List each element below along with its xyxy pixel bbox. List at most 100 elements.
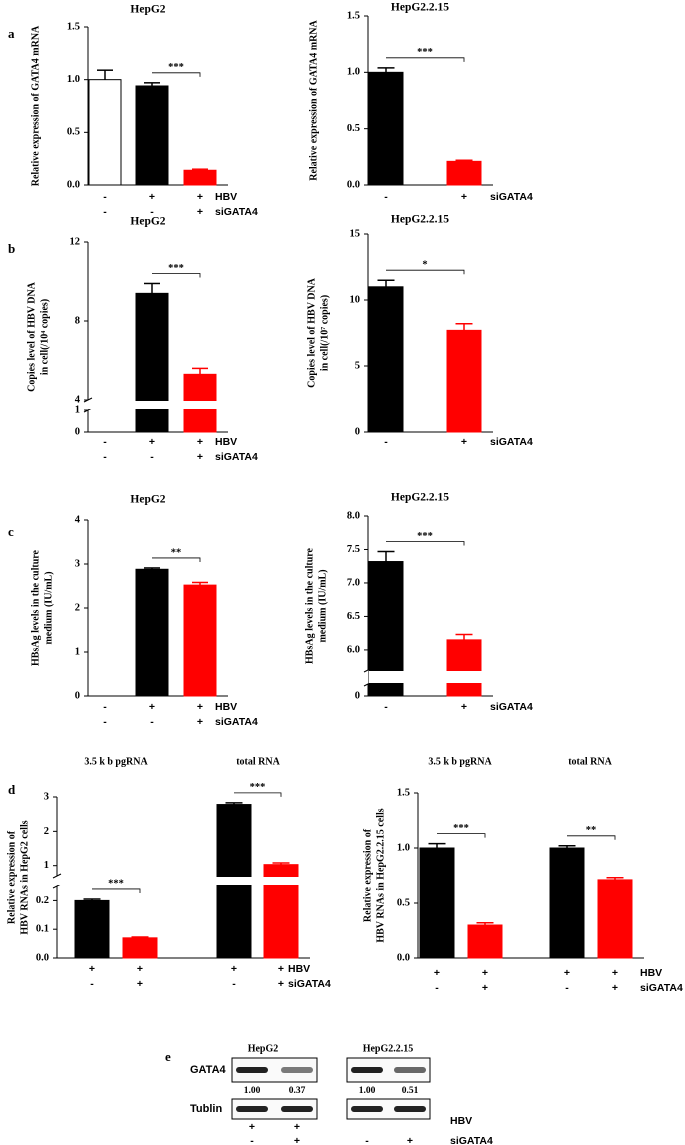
condition-mark: + bbox=[231, 963, 237, 975]
group-label: 3.5 k b pgRNA bbox=[84, 756, 148, 767]
significance-bracket bbox=[152, 273, 201, 278]
condition-mark: - bbox=[103, 206, 107, 218]
condition-mark: + bbox=[407, 1135, 413, 1145]
blot-band bbox=[351, 1067, 383, 1073]
panel-label: a bbox=[8, 26, 15, 41]
condition-mark: - bbox=[250, 1135, 254, 1145]
condition-name: HBV bbox=[450, 1115, 472, 1127]
condition-mark: - bbox=[232, 978, 236, 990]
y-axis-label: Relative expression of GATA4 mRNA bbox=[308, 19, 319, 180]
group-label: 3.5 k b pgRNA bbox=[428, 756, 492, 767]
significance-label: * bbox=[422, 260, 427, 271]
y-axis-label: Relative expression of bbox=[6, 830, 17, 924]
condition-name: siGATA4 bbox=[490, 191, 533, 203]
y-axis-label: in cell(/10⁴ copies) bbox=[39, 299, 50, 375]
y-tick-label: 6.5 bbox=[347, 611, 360, 622]
break-gap bbox=[89, 401, 229, 409]
bar bbox=[446, 329, 482, 433]
axis-break bbox=[52, 873, 62, 879]
condition-mark: + bbox=[197, 451, 203, 463]
condition-mark: + bbox=[197, 701, 203, 713]
condition-mark: + bbox=[137, 978, 143, 990]
condition-mark: - bbox=[90, 978, 94, 990]
condition-mark: - bbox=[384, 436, 388, 448]
y-axis-label: medium (IU/mL) bbox=[43, 571, 54, 644]
blot-box bbox=[231, 1098, 318, 1120]
y-tick-label: 10 bbox=[350, 294, 361, 305]
condition-mark: + bbox=[612, 982, 618, 994]
y-tick-label: 0 bbox=[355, 426, 360, 437]
y-tick-label: 0.0 bbox=[36, 952, 49, 963]
blot-band bbox=[394, 1067, 426, 1073]
blot-value-label: 0.37 bbox=[289, 1086, 306, 1096]
significance-bracket bbox=[386, 57, 465, 62]
y-tick-label: 0 bbox=[75, 690, 80, 701]
group-label: total RNA bbox=[568, 756, 612, 767]
condition-mark: + bbox=[197, 191, 203, 203]
y-tick-label: 3 bbox=[44, 791, 49, 802]
chart-title: HepG2 bbox=[130, 494, 165, 506]
condition-name: siGATA4 bbox=[215, 716, 258, 728]
panel-label: b bbox=[8, 241, 15, 256]
significance-bracket bbox=[437, 833, 486, 838]
y-tick-label: 8 bbox=[75, 315, 80, 326]
significance-label: ** bbox=[171, 547, 182, 558]
significance-bracket bbox=[152, 72, 201, 77]
condition-mark: - bbox=[150, 206, 154, 218]
y-tick-label: 8.0 bbox=[347, 510, 360, 521]
condition-name: HBV bbox=[215, 191, 237, 203]
y-tick-label: 5 bbox=[355, 360, 360, 371]
panel-label: c bbox=[8, 524, 14, 539]
blot-band bbox=[351, 1106, 383, 1112]
y-tick-label: 2 bbox=[44, 826, 49, 837]
condition-mark: + bbox=[149, 191, 155, 203]
bar bbox=[135, 85, 169, 186]
condition-mark: + bbox=[137, 963, 143, 975]
condition-mark: + bbox=[461, 191, 467, 203]
bar bbox=[549, 847, 585, 959]
blot-band bbox=[281, 1106, 313, 1112]
significance-bracket bbox=[567, 835, 616, 840]
y-axis-label: HBsAg levels in the culture bbox=[304, 547, 315, 663]
y-tick-label: 0.5 bbox=[397, 897, 410, 908]
significance-bracket bbox=[92, 888, 141, 893]
y-tick-label: 1.5 bbox=[397, 787, 410, 798]
condition-name: HBV bbox=[215, 701, 237, 713]
condition-mark: + bbox=[294, 1121, 300, 1133]
significance-label: *** bbox=[417, 531, 433, 542]
blot-row-label: Tublin bbox=[190, 1103, 222, 1115]
chart-title: HepG2 bbox=[130, 216, 165, 228]
condition-mark: - bbox=[384, 701, 388, 713]
significance-bracket bbox=[152, 557, 201, 562]
significance-label: *** bbox=[453, 823, 469, 834]
condition-mark: + bbox=[461, 436, 467, 448]
y-tick-label: 4 bbox=[75, 394, 81, 405]
bar bbox=[446, 639, 482, 697]
bar bbox=[183, 584, 217, 697]
bar bbox=[135, 292, 169, 433]
y-axis-label: Relative expression of GATA4 mRNA bbox=[30, 25, 41, 186]
condition-mark: - bbox=[384, 191, 388, 203]
condition-mark: + bbox=[89, 963, 95, 975]
y-tick-label: 2 bbox=[75, 602, 80, 613]
bar bbox=[467, 924, 503, 959]
y-tick-label: 0.5 bbox=[67, 127, 80, 138]
significance-label: *** bbox=[168, 62, 184, 73]
condition-mark: + bbox=[294, 1135, 300, 1145]
blot-value-label: 1.00 bbox=[244, 1086, 261, 1096]
break-gap bbox=[58, 877, 311, 885]
condition-mark: - bbox=[150, 451, 154, 463]
axis-break bbox=[83, 397, 93, 403]
y-tick-label: 0.5 bbox=[347, 123, 360, 134]
blot-value-label: 0.51 bbox=[402, 1086, 419, 1096]
condition-mark: - bbox=[103, 451, 107, 463]
y-tick-label: 1 bbox=[75, 404, 80, 415]
bar bbox=[74, 899, 110, 959]
y-tick-label: 0.0 bbox=[347, 179, 360, 190]
condition-mark: + bbox=[149, 701, 155, 713]
blot-band bbox=[394, 1106, 426, 1112]
y-axis-label: HBV RNAs in HepG2.2.15 cells bbox=[375, 808, 386, 942]
y-axis-label: in cell(/10⁷ copies) bbox=[319, 295, 330, 371]
panel-label: e bbox=[165, 1049, 171, 1064]
blot-band bbox=[236, 1067, 268, 1073]
